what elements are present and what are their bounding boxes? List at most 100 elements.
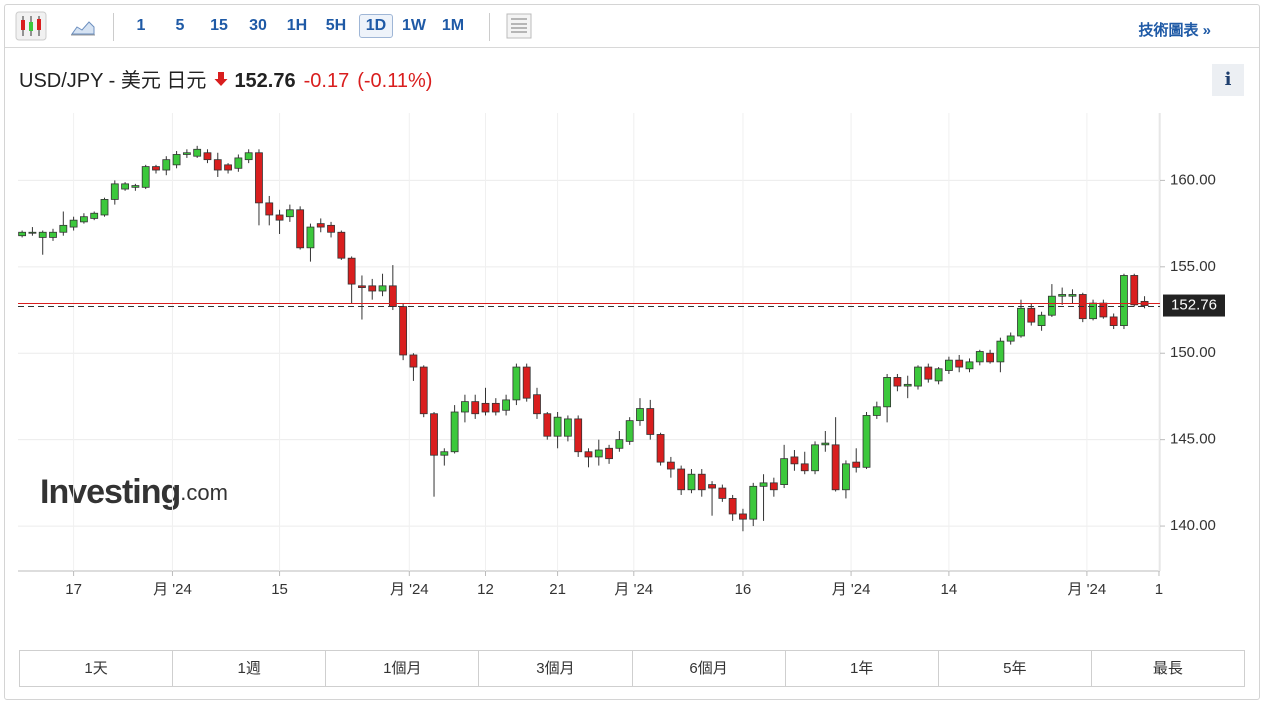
candle-body <box>687 473 696 491</box>
candle-body <box>59 224 68 233</box>
quote-header: USD/JPY - 美元 日元 152.76 -0.17 (-0.11%) <box>19 64 432 93</box>
candle-body <box>522 366 531 399</box>
candle-body <box>1068 294 1077 297</box>
candle-body <box>1099 302 1108 318</box>
candle-body <box>512 366 521 401</box>
candle-body <box>584 451 593 458</box>
y-tick-label: 160.00 <box>1170 171 1216 188</box>
x-tick-label: 15 <box>271 581 288 598</box>
candle-body <box>419 366 428 415</box>
candle-body <box>666 461 675 470</box>
interval-button[interactable]: 1 <box>136 17 146 34</box>
candle-body <box>708 484 716 489</box>
candle-body <box>1037 314 1046 326</box>
current-price-label: 152.76 <box>1171 297 1217 314</box>
range-button[interactable]: 1週 <box>172 651 325 686</box>
x-tick-label: 月 '24 <box>614 581 653 598</box>
candle-body <box>677 468 686 491</box>
watermark-brand: Investing <box>40 473 180 511</box>
interval-button[interactable]: 5H <box>325 17 347 34</box>
candle-body <box>563 418 572 437</box>
interval-button[interactable]: 5 <box>175 17 185 34</box>
candle-body <box>831 444 840 491</box>
candle-body <box>605 447 613 460</box>
candle-body <box>110 183 119 200</box>
candle-body <box>800 463 809 472</box>
range-selector: 1天 1週 1個月 3個月 6個月 1年 5年 最長 <box>19 650 1245 687</box>
candle-body <box>80 216 88 223</box>
candle-body <box>461 401 469 413</box>
candle-body <box>739 513 747 520</box>
candle-body <box>1089 302 1097 320</box>
candle-body <box>296 209 305 249</box>
candle-body <box>903 383 912 387</box>
x-tick-label: 17 <box>65 581 82 598</box>
candle-body <box>275 214 284 221</box>
candle-body <box>471 401 480 415</box>
candle-body <box>234 157 243 169</box>
candle-body <box>481 402 490 413</box>
candle-body <box>141 166 150 188</box>
candle-body <box>502 399 511 411</box>
range-button[interactable]: 5年 <box>937 651 1091 686</box>
candle-body <box>409 354 418 368</box>
candle-body <box>327 224 335 233</box>
range-button[interactable]: 最長 <box>1090 651 1244 686</box>
candle-body <box>574 418 583 453</box>
interval-button[interactable]: 1D <box>359 14 393 38</box>
range-button[interactable]: 6個月 <box>631 651 785 686</box>
candle-body <box>543 413 552 437</box>
interval-button[interactable]: 30 <box>249 17 267 34</box>
interval-button[interactable]: 1W <box>402 17 426 34</box>
candle-body <box>975 351 984 363</box>
candle-body <box>1058 294 1067 297</box>
info-button[interactable]: i <box>1212 64 1244 96</box>
candle-body <box>18 231 27 237</box>
candle-body <box>378 285 387 292</box>
candle-body <box>780 458 789 485</box>
candle-body <box>883 377 892 408</box>
interval-button[interactable]: 1M <box>441 17 465 34</box>
candle-body <box>347 257 356 285</box>
candle-body <box>718 487 727 499</box>
candle-body <box>1109 316 1118 326</box>
x-tick-label: 1 <box>1155 581 1163 598</box>
interval-button[interactable]: 15 <box>210 17 228 34</box>
candle-body <box>955 359 964 368</box>
candle-body <box>69 219 78 228</box>
interval-button[interactable]: 1H <box>286 17 308 34</box>
candle-body <box>244 152 253 161</box>
candle-body <box>358 285 366 288</box>
candle-body <box>811 444 819 472</box>
technical-chart-link[interactable]: 技術圖表 » <box>1138 22 1211 39</box>
x-tick-label: 月 '24 <box>153 581 192 598</box>
range-button[interactable]: 3個月 <box>478 651 631 686</box>
candle-body <box>646 408 655 435</box>
candle-body <box>285 209 294 218</box>
candle-body <box>1027 307 1036 323</box>
toolbar-separator <box>489 13 490 41</box>
candle-body <box>553 416 562 437</box>
candle-body <box>255 152 263 204</box>
toolbar-icons <box>15 11 532 41</box>
instrument-title: USD/JPY - 美元 日元 <box>19 70 207 92</box>
candle-body <box>491 402 500 413</box>
candle-body <box>842 463 850 491</box>
candle-body <box>49 231 57 238</box>
candle-body <box>728 498 737 515</box>
candle-body <box>306 226 315 249</box>
candle-body <box>440 451 449 456</box>
candle-body <box>821 442 830 446</box>
candle-body <box>872 406 881 416</box>
range-button[interactable]: 1年 <box>784 651 938 686</box>
last-price: 152.76 <box>234 70 296 92</box>
candle-body <box>182 152 191 155</box>
x-tick-label: 月 '24 <box>832 581 871 598</box>
toolbar-separator <box>113 13 114 41</box>
range-button[interactable]: 1個月 <box>325 651 478 686</box>
watermark-suffix: .com <box>180 480 228 505</box>
range-button[interactable]: 1天 <box>84 660 108 677</box>
candle-body <box>213 159 222 171</box>
x-tick-label: 月 '24 <box>390 581 429 598</box>
